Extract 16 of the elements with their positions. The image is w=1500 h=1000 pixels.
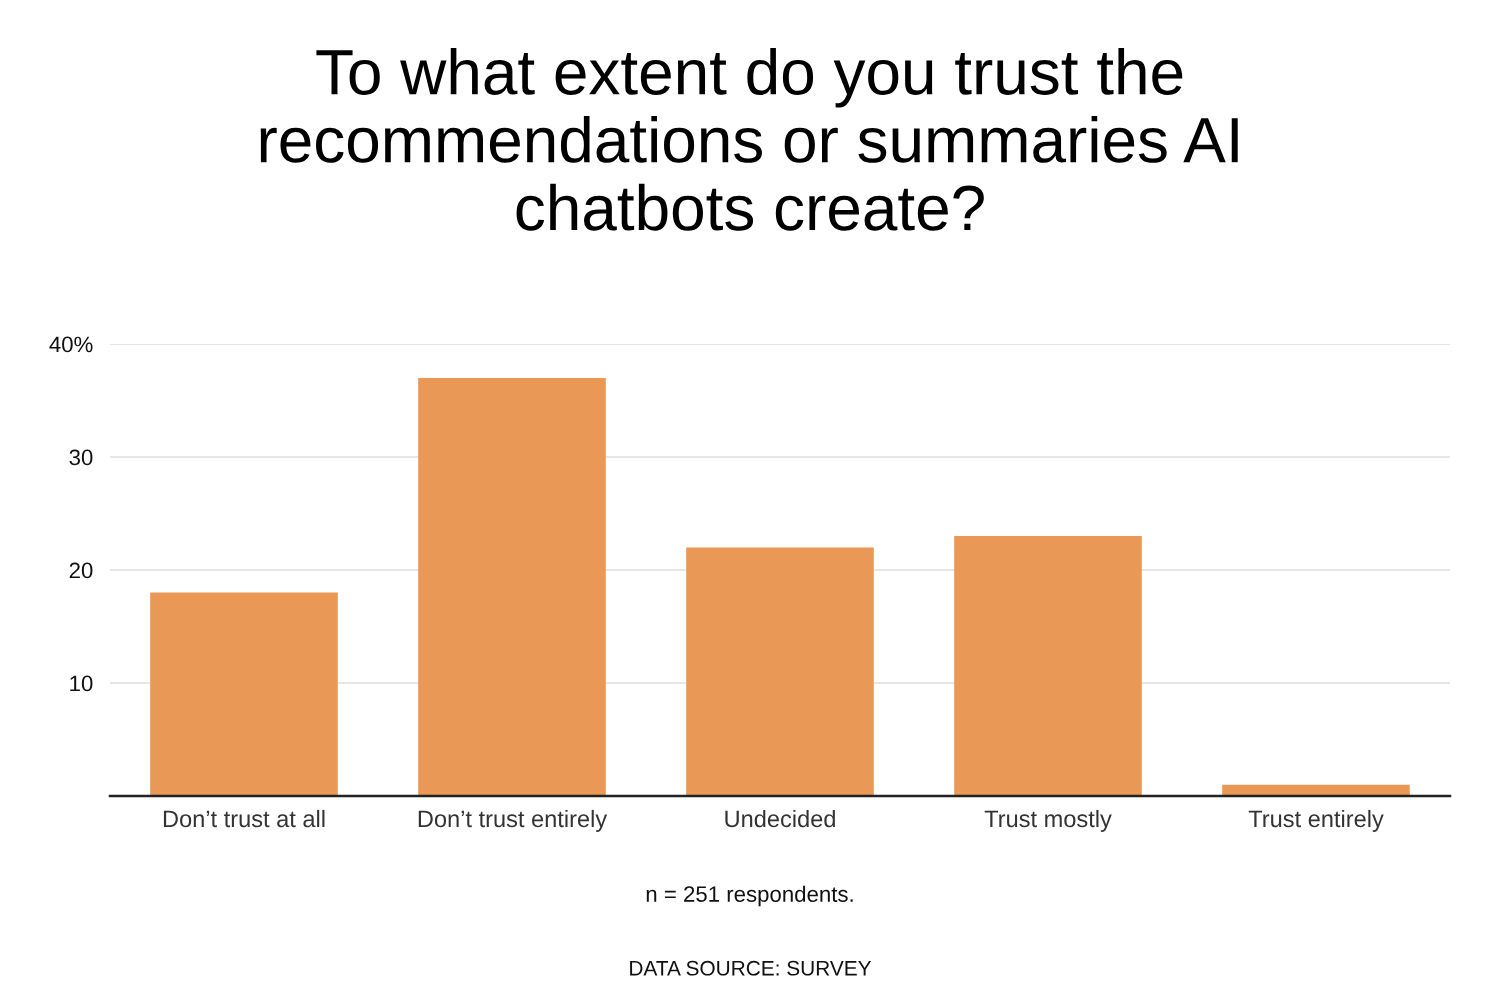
y-tick-label: 40% xyxy=(49,336,93,353)
y-tick-label: 20 xyxy=(69,562,93,579)
source-note: DATA SOURCE: SURVEY xyxy=(630,960,872,976)
bar xyxy=(418,377,606,796)
x-tick-label: Undecided xyxy=(725,809,835,828)
bar xyxy=(686,547,874,796)
text: n = 251 respondents. xyxy=(646,885,853,907)
chart-title: To what extent do you trust the recommendations or summaries AI chatbots create? xyxy=(260,48,1238,231)
x-tick-label: Trust mostly xyxy=(984,809,1112,832)
bar xyxy=(150,592,338,796)
bar xyxy=(954,536,1142,796)
y-tick-label: 10 xyxy=(70,675,93,692)
x-tick-label: Don’t trust at all xyxy=(163,809,325,828)
x-tick-label: Trust entirely xyxy=(1248,809,1384,832)
x-tick-label: Don’t trust entirely xyxy=(418,809,608,832)
y-tick-label: 30 xyxy=(69,449,93,466)
